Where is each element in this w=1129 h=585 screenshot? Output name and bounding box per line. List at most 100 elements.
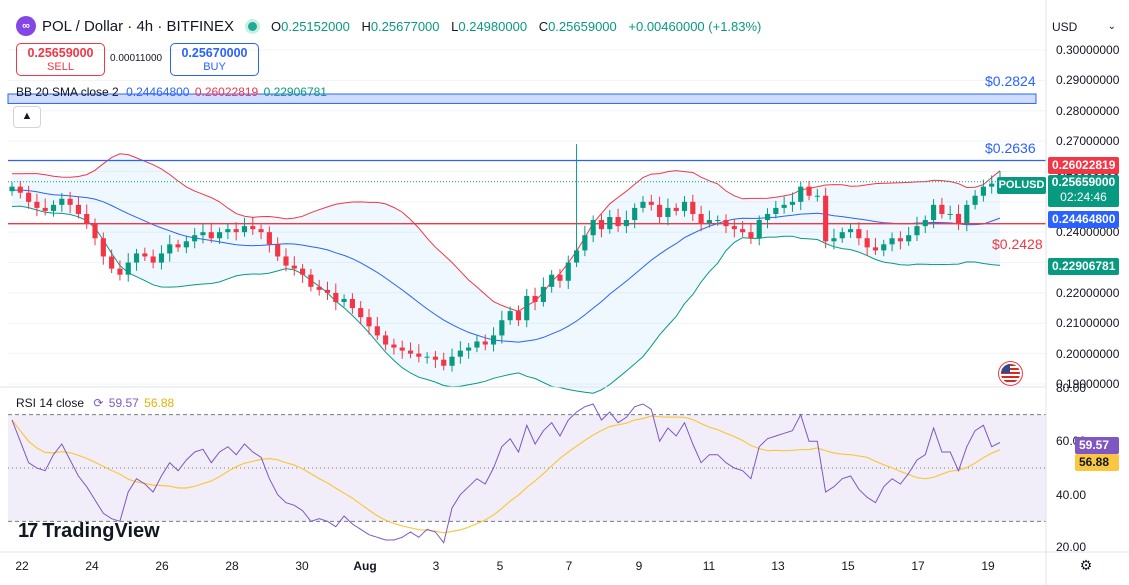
- candle: [466, 347, 472, 351]
- candle: [922, 220, 928, 227]
- candle: [374, 326, 380, 336]
- market-open-icon: [248, 21, 257, 31]
- candle: [117, 268, 123, 275]
- time-tick-label: 28: [225, 559, 239, 573]
- sell-label: SELL: [47, 61, 74, 73]
- candle: [615, 217, 621, 227]
- high-value: 0.25677000: [370, 18, 440, 34]
- candle: [225, 229, 231, 233]
- time-tick-label: 11: [702, 559, 716, 573]
- candle: [864, 238, 870, 248]
- candle: [92, 223, 98, 239]
- bb-upper-price-label: 0.26022819: [1048, 157, 1119, 174]
- bb-basis-price-label: 0.24464800: [1048, 211, 1119, 228]
- candle: [366, 317, 372, 327]
- buy-label: BUY: [203, 61, 226, 73]
- candle: [383, 335, 389, 345]
- candle: [216, 232, 223, 239]
- candle: [839, 232, 845, 239]
- candle: [698, 213, 704, 224]
- candle: [764, 213, 771, 221]
- candle: [17, 186, 23, 193]
- candle: [781, 204, 787, 208]
- tradingview-logo: 17 TradingView: [18, 520, 160, 543]
- rsi-settings-icon[interactable]: ⟳: [93, 396, 104, 410]
- rsi-legend[interactable]: RSI 14 close ⟳ 59.57 56.88: [16, 396, 174, 410]
- candle: [590, 220, 596, 236]
- support-level-label: $0.2428: [992, 236, 1043, 252]
- price-tick-label: 0.27000000: [1056, 134, 1120, 149]
- candle: [482, 341, 488, 345]
- candle: [250, 226, 256, 230]
- rsi-ma-line: [11, 415, 1001, 534]
- us-flag-icon[interactable]: [1001, 364, 1020, 383]
- candle: [457, 350, 463, 357]
- time-tick-label: 5: [496, 559, 504, 573]
- candle: [407, 350, 414, 354]
- candle: [989, 183, 995, 187]
- candle: [756, 220, 762, 239]
- candle: [723, 220, 729, 227]
- change-value: +0.00460000 (+1.83%): [628, 18, 762, 34]
- low-label: L: [451, 18, 459, 34]
- buy-price: 0.25670000: [181, 46, 248, 60]
- price-tick-label: 0.28000000: [1056, 103, 1120, 118]
- candle: [823, 195, 829, 242]
- time-tick-label: Aug: [353, 559, 377, 573]
- candle: [906, 235, 912, 242]
- time-tick-label: 13: [771, 559, 785, 573]
- candle: [84, 213, 90, 224]
- bb-legend[interactable]: BB 20 SMA close 2 0.24464800 0.26022819 …: [16, 85, 327, 99]
- close-value: 0.25659000: [548, 18, 617, 34]
- candle: [715, 220, 721, 222]
- open-value: 0.25152000: [281, 18, 350, 34]
- ohlc-values: O0.25152000 H0.25677000 L0.24980000 C0.2…: [271, 19, 769, 34]
- candle: [598, 220, 605, 230]
- rsi-tick-label: 80.00: [1056, 381, 1087, 395]
- rsi-ma-value: 56.88: [144, 396, 175, 410]
- rsi-price-label: 59.57: [1075, 437, 1119, 454]
- buy-button[interactable]: 0.25670000 BUY: [170, 43, 259, 76]
- candle: [623, 220, 629, 227]
- candle: [125, 262, 131, 275]
- candle: [499, 320, 505, 336]
- candle: [798, 186, 804, 202]
- spread-value: 0.00011000: [110, 53, 163, 64]
- candle: [748, 232, 754, 239]
- bb-lower-price-label: 0.22906781: [1048, 258, 1119, 275]
- time-tick-label: 3: [432, 559, 440, 573]
- candle: [773, 207, 779, 214]
- currency-selector[interactable]: USD ⌄: [1052, 16, 1120, 38]
- bb-label: BB 20 SMA close 2: [16, 85, 119, 99]
- candle: [515, 311, 522, 321]
- candle: [806, 186, 812, 196]
- candle: [507, 311, 513, 321]
- candle: [266, 232, 272, 245]
- candle: [549, 274, 555, 287]
- symbol-title[interactable]: POL / Dollar · 4h · BITFINEX: [42, 17, 234, 35]
- candle: [731, 226, 737, 230]
- bb-basis-value: 0.24464800: [126, 85, 190, 99]
- bar-countdown: 02:24:46: [1060, 190, 1107, 204]
- candle: [931, 204, 937, 221]
- settings-gear-icon[interactable]: ⚙: [1079, 557, 1093, 573]
- close-label: C: [538, 18, 549, 34]
- candle: [333, 292, 339, 303]
- bb-upper-line: [12, 153, 1001, 312]
- candle: [358, 308, 364, 318]
- sell-button[interactable]: 0.25659000 SELL: [16, 43, 105, 76]
- collapse-indicators-button[interactable]: ▲: [13, 106, 41, 128]
- candle: [573, 250, 580, 263]
- candle: [399, 347, 405, 351]
- candle: [856, 229, 862, 239]
- symbol-tag: POLUSD: [997, 177, 1046, 194]
- time-tick-label: 7: [565, 559, 573, 573]
- price-tick-label: 0.20000000: [1056, 346, 1120, 361]
- time-tick-label: 9: [635, 559, 643, 573]
- candle: [308, 274, 314, 287]
- last-price-value: 0.25659000: [1051, 175, 1116, 189]
- candle: [441, 359, 447, 366]
- candle: [241, 226, 248, 233]
- symbol-header: ∞ POL / Dollar · 4h · BITFINEX O0.251520…: [16, 13, 769, 39]
